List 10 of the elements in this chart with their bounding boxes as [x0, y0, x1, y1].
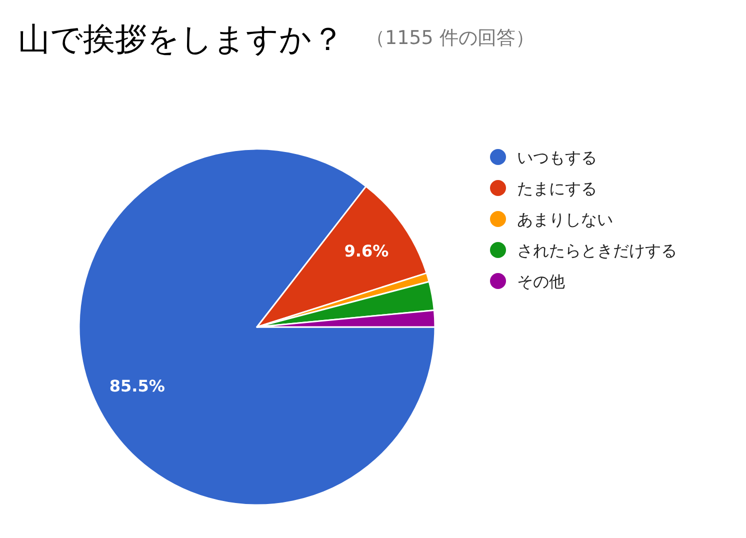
legend-label: たまにする — [517, 179, 597, 198]
legend-label: いつもする — [517, 148, 597, 167]
legend-label: その他 — [517, 272, 565, 291]
legend-label: あまりしない — [517, 210, 613, 229]
chart-subtitle: （1155 件の回答） — [366, 27, 534, 49]
data-label: 85.5% — [109, 376, 165, 396]
chart-title: 山で挨拶をしますか？ — [18, 20, 344, 58]
legend-label: されたらときだけする — [517, 241, 677, 260]
pie-slice — [78, 148, 436, 506]
data-label: 9.6% — [344, 242, 389, 261]
